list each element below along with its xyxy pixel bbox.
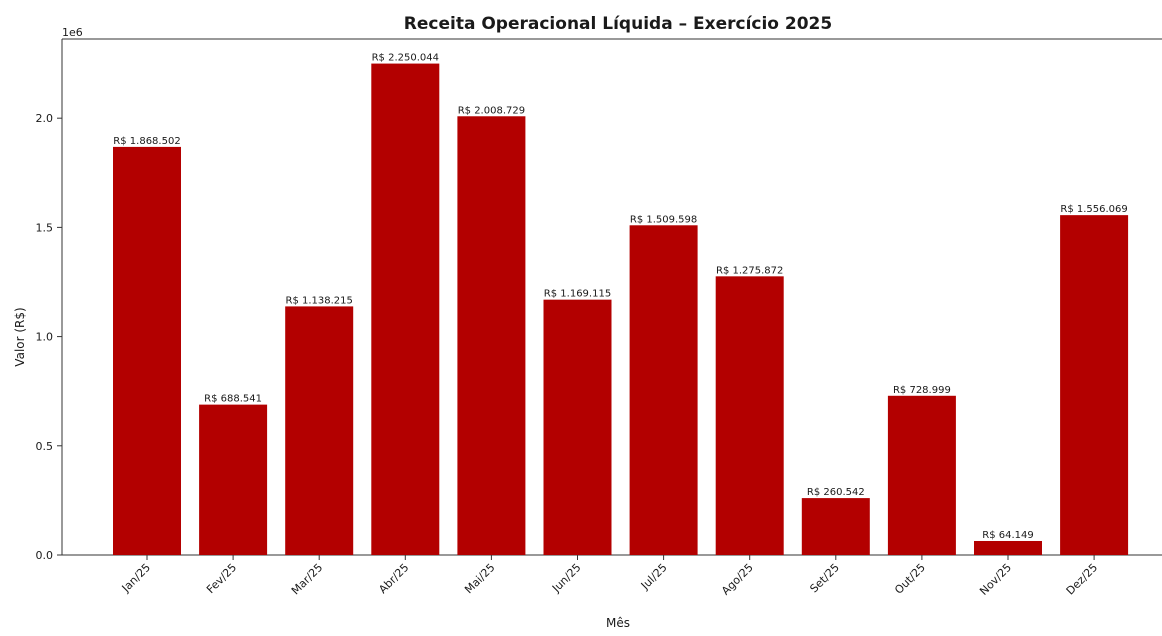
value-labels-group: R$ 1.868.502 R$ 688.541 R$ 1.138.215 R$ 2.2… [113, 53, 1127, 541]
bar-set-25 [801, 498, 870, 555]
x-tick-label: Out/25 [892, 561, 928, 597]
x-tick-label: Jul/25 [638, 561, 670, 593]
bar-value-label: R$ 728.999 [893, 385, 951, 396]
y-tick-label: 2.0 [36, 112, 54, 125]
bar-ago-25 [715, 276, 784, 555]
x-tick-label: Abr/25 [376, 561, 411, 596]
y-axis-label: Valor (R$) [13, 307, 27, 366]
bar-mar-25 [285, 306, 354, 555]
x-tick-label: Dez/25 [1064, 561, 1101, 598]
y-tick-label: 1.0 [36, 331, 54, 344]
bar-value-label: R$ 2.250.044 [372, 53, 439, 64]
bar-nov-25 [974, 540, 1042, 555]
x-tick-label: Ago/25 [719, 561, 756, 598]
y-tick-label: 1.5 [36, 221, 54, 234]
bar-value-label: R$ 1.868.502 [113, 136, 180, 147]
x-tick-label: Fev/25 [204, 561, 239, 596]
x-axis-label: Mês [606, 616, 630, 630]
bar-jan-25 [113, 146, 181, 555]
bar-out-25 [887, 395, 956, 555]
bar-value-label: R$ 1.169.115 [544, 289, 611, 300]
bar-dez-25 [1060, 215, 1129, 555]
bar-value-label: R$ 688.541 [204, 394, 262, 405]
bar-value-label: R$ 2.008.729 [458, 105, 525, 116]
x-tick-label: Nov/25 [977, 561, 1014, 598]
bar-abr-25 [371, 63, 440, 556]
x-tick-label: Mar/25 [289, 561, 325, 597]
x-axis: Jan/25 Fev/25 Mar/25 Abr/25 Mai/25 Jun/25 Jul/… [119, 555, 1101, 598]
bar-jun-25 [543, 299, 612, 555]
bar-value-label: R$ 64.149 [982, 530, 1033, 541]
y-tick-label: 0.0 [36, 549, 54, 562]
bar-fev-25 [199, 404, 268, 555]
bar-value-label: R$ 1.556.069 [1060, 204, 1127, 215]
bar-value-label: R$ 1.275.872 [716, 265, 783, 276]
bars-group [113, 63, 1129, 556]
x-tick-label: Jun/25 [549, 561, 584, 596]
y-axis: 0.0 0.5 1.0 1.5 2.0 [36, 112, 62, 562]
bar-mai-25 [457, 116, 526, 556]
x-tick-label: Mai/25 [462, 561, 497, 596]
bar-value-label: R$ 1.138.215 [286, 295, 353, 306]
bar-value-label: R$ 1.509.598 [630, 214, 697, 225]
x-tick-label: Set/25 [807, 561, 841, 595]
y-tick-label: 0.5 [36, 440, 54, 453]
y-axis-scale-label: 1e6 [62, 26, 83, 39]
x-tick-label: Jan/25 [119, 561, 153, 595]
bar-value-label: R$ 260.542 [807, 487, 865, 498]
chart-title: Receita Operacional Líquida – Exercício … [404, 14, 832, 34]
bar-jul-25 [629, 225, 698, 555]
